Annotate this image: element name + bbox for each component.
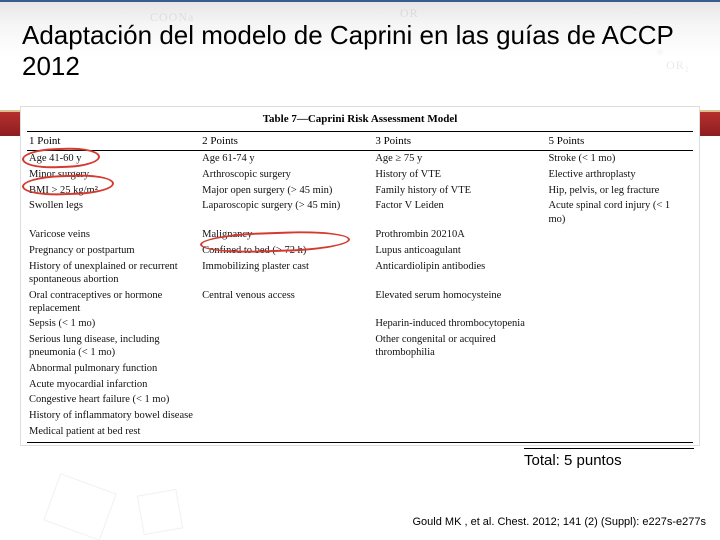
table-cell: BMI > 25 kg/m² <box>27 182 200 198</box>
col-header: 2 Points <box>200 132 373 151</box>
table-cell <box>546 243 693 259</box>
table-cell: Laparoscopic surgery (> 45 min) <box>200 198 373 227</box>
table-cell: Major open surgery (> 45 min) <box>200 182 373 198</box>
table-cell <box>546 227 693 243</box>
table-cell <box>373 392 546 408</box>
table-cell <box>546 316 693 332</box>
table-cell: Age ≥ 75 y <box>373 151 546 167</box>
table-cell: Pregnancy or postpartum <box>27 243 200 259</box>
table-cell: Arthroscopic surgery <box>200 167 373 183</box>
table-cell <box>546 332 693 361</box>
table-cell <box>373 424 546 443</box>
slide-root: COONa OR OR₂ Adaptación del modelo de Ca… <box>0 0 720 540</box>
table-row: Acute myocardial infarction <box>27 376 693 392</box>
table-cell: Medical patient at bed rest <box>27 424 200 443</box>
table-cell <box>200 392 373 408</box>
table-card: Table 7—Caprini Risk Assessment Model 1 … <box>20 106 700 446</box>
table-row: Abnormal pulmonary function <box>27 361 693 377</box>
table-cell <box>546 258 693 287</box>
citation-text: Gould MK , et al. Chest. 2012; 141 (2) (… <box>413 516 707 528</box>
table-cell <box>200 376 373 392</box>
caprini-table: 1 Point 2 Points 3 Points 5 Points Age 4… <box>27 131 693 443</box>
table-body: Age 41-60 yAge 61-74 yAge ≥ 75 yStroke (… <box>27 151 693 443</box>
table-row: Congestive heart failure (< 1 mo) <box>27 392 693 408</box>
table-cell <box>546 287 693 316</box>
col-header: 5 Points <box>546 132 693 151</box>
table-cell <box>200 424 373 443</box>
table-cell <box>546 361 693 377</box>
table-cell: Immobilizing plaster cast <box>200 258 373 287</box>
table-cell: Oral contraceptives or hormone replaceme… <box>27 287 200 316</box>
table-cell <box>373 376 546 392</box>
table-cell <box>200 316 373 332</box>
table-cell: Family history of VTE <box>373 182 546 198</box>
table-caption: Table 7—Caprini Risk Assessment Model <box>27 111 693 131</box>
table-cell <box>546 392 693 408</box>
table-row: Minor surgeryArthroscopic surgeryHistory… <box>27 167 693 183</box>
table-cell: Central venous access <box>200 287 373 316</box>
table-row: Serious lung disease, including pneumoni… <box>27 332 693 361</box>
table-cell <box>546 408 693 424</box>
table-cell <box>373 361 546 377</box>
table-cell <box>373 408 546 424</box>
table-cell: History of VTE <box>373 167 546 183</box>
table-row: Age 41-60 yAge 61-74 yAge ≥ 75 yStroke (… <box>27 151 693 167</box>
table-cell: Varicose veins <box>27 227 200 243</box>
table-cell: Lupus anticoagulant <box>373 243 546 259</box>
table-row: Pregnancy or postpartumConfined to bed (… <box>27 243 693 259</box>
table-cell <box>546 376 693 392</box>
table-cell: Confined to bed (> 72 h) <box>200 243 373 259</box>
table-cell: Stroke (< 1 mo) <box>546 151 693 167</box>
table-cell: History of inflammatory bowel disease <box>27 408 200 424</box>
table-cell: Serious lung disease, including pneumoni… <box>27 332 200 361</box>
table-cell: Congestive heart failure (< 1 mo) <box>27 392 200 408</box>
table-row: Varicose veinsMalignancyProthrombin 2021… <box>27 227 693 243</box>
table-cell: Heparin-induced thrombocytopenia <box>373 316 546 332</box>
table-cell: Elevated serum homocysteine <box>373 287 546 316</box>
col-header: 3 Points <box>373 132 546 151</box>
table-cell: Swollen legs <box>27 198 200 227</box>
total-label: Total: 5 puntos <box>524 448 694 469</box>
table-cell: Age 61-74 y <box>200 151 373 167</box>
table-cell: Acute myocardial infarction <box>27 376 200 392</box>
table-cell: Anticardiolipin antibodies <box>373 258 546 287</box>
watermark-shape <box>137 489 183 535</box>
table-row: Swollen legsLaparoscopic surgery (> 45 m… <box>27 198 693 227</box>
table-row: History of inflammatory bowel disease <box>27 408 693 424</box>
table-cell: History of unexplained or recurrent spon… <box>27 258 200 287</box>
table-row: History of unexplained or recurrent spon… <box>27 258 693 287</box>
table-row: BMI > 25 kg/m²Major open surgery (> 45 m… <box>27 182 693 198</box>
table-cell <box>200 332 373 361</box>
table-header-row: 1 Point 2 Points 3 Points 5 Points <box>27 132 693 151</box>
table-cell <box>200 361 373 377</box>
table-cell: Factor V Leiden <box>373 198 546 227</box>
table-cell <box>546 424 693 443</box>
table-cell: Age 41-60 y <box>27 151 200 167</box>
table-row: Oral contraceptives or hormone replaceme… <box>27 287 693 316</box>
table-cell: Elective arthroplasty <box>546 167 693 183</box>
table-row: Sepsis (< 1 mo) Heparin-induced thrombocy… <box>27 316 693 332</box>
table-cell: Malignancy <box>200 227 373 243</box>
table-cell: Prothrombin 20210A <box>373 227 546 243</box>
col-header: 1 Point <box>27 132 200 151</box>
table-row: Medical patient at bed rest <box>27 424 693 443</box>
table-cell: Hip, pelvis, or leg fracture <box>546 182 693 198</box>
slide-title: Adaptación del modelo de Caprini en las … <box>0 2 720 88</box>
table-cell: Other congenital or acquired thrombophil… <box>373 332 546 361</box>
table-cell: Sepsis (< 1 mo) <box>27 316 200 332</box>
table-cell: Acute spinal cord injury (< 1 mo) <box>546 198 693 227</box>
table-cell: Minor surgery <box>27 167 200 183</box>
table-cell: Abnormal pulmonary function <box>27 361 200 377</box>
table-cell <box>200 408 373 424</box>
